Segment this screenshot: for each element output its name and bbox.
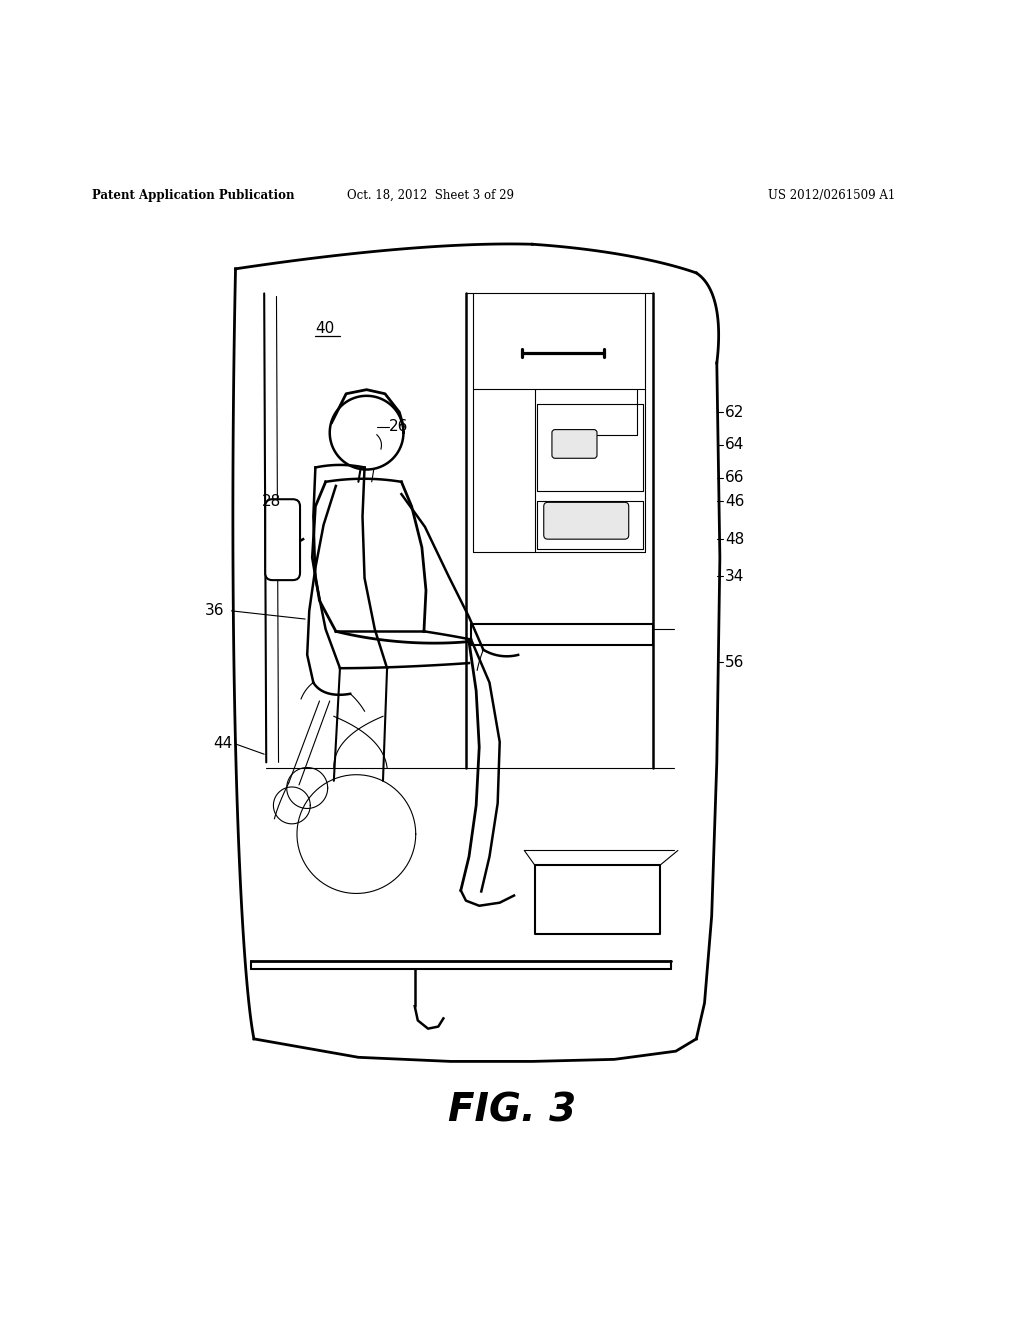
- Text: 62: 62: [725, 405, 744, 420]
- FancyBboxPatch shape: [265, 499, 300, 579]
- FancyBboxPatch shape: [544, 503, 629, 539]
- Text: 46: 46: [725, 494, 744, 508]
- Text: 26: 26: [389, 418, 409, 434]
- Text: 28: 28: [262, 494, 282, 508]
- Text: 56: 56: [725, 655, 744, 669]
- Text: US 2012/0261509 A1: US 2012/0261509 A1: [768, 189, 895, 202]
- Text: Oct. 18, 2012  Sheet 3 of 29: Oct. 18, 2012 Sheet 3 of 29: [346, 189, 514, 202]
- FancyBboxPatch shape: [552, 429, 597, 458]
- Text: 34: 34: [725, 569, 744, 583]
- Text: 64: 64: [725, 437, 744, 453]
- Text: 48: 48: [725, 532, 744, 546]
- Text: 66: 66: [725, 470, 744, 486]
- Text: 40: 40: [315, 321, 335, 335]
- Text: 36: 36: [205, 603, 224, 618]
- Text: Patent Application Publication: Patent Application Publication: [92, 189, 295, 202]
- Text: FIG. 3: FIG. 3: [447, 1092, 577, 1130]
- Text: 44: 44: [213, 737, 232, 751]
